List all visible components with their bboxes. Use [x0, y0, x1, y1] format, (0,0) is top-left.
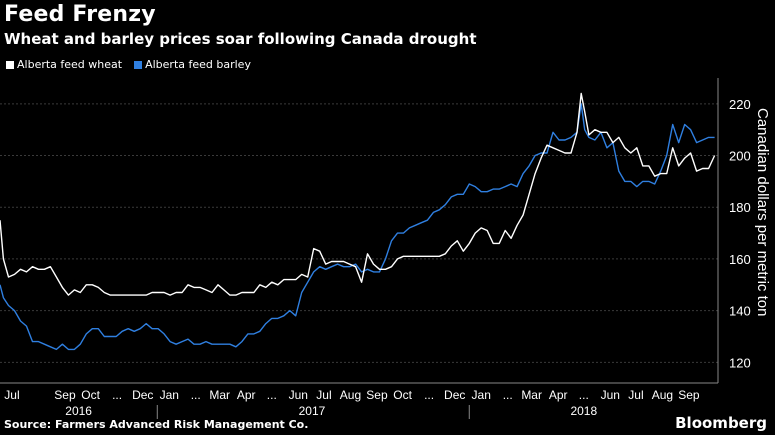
y-axis-label: Canadian dollars per metric ton	[754, 108, 771, 316]
y-tick-label: 180	[729, 200, 751, 215]
chart-subtitle: Wheat and barley prices soar following C…	[4, 30, 477, 48]
legend: Alberta feed wheat Alberta feed barley	[6, 58, 251, 71]
bloomberg-logo: Bloomberg	[675, 414, 767, 432]
x-tick-label: Dec	[444, 388, 465, 402]
legend-swatch-wheat	[6, 60, 14, 69]
x-tick-label: Aug	[340, 388, 361, 402]
x-tick-label: ...	[267, 388, 277, 402]
x-tick-label: Mar	[521, 388, 542, 402]
x-tick-label: Sep	[54, 388, 76, 402]
year-label: 2017	[299, 404, 326, 418]
y-tick-label: 160	[729, 252, 751, 267]
year-label: 2016	[65, 404, 92, 418]
chart-title: Feed Frenzy	[4, 2, 156, 27]
series-line-barley	[0, 103, 715, 351]
legend-item-barley: Alberta feed barley	[134, 58, 251, 71]
y-tick-label: 200	[729, 149, 751, 164]
x-tick-label: Apr	[549, 388, 568, 402]
x-tick-label: Jul	[316, 388, 331, 402]
x-tick-label: Jun	[289, 388, 308, 402]
x-tick-label: Mar	[209, 388, 230, 402]
x-tick-label: Jun	[601, 388, 620, 402]
x-tick-label: Jul	[628, 388, 643, 402]
x-tick-label: ...	[112, 388, 122, 402]
x-tick-label: Oct	[393, 388, 412, 402]
x-tick-label: Apr	[237, 388, 256, 402]
x-tick-label: ...	[503, 388, 513, 402]
x-tick-label: ...	[424, 388, 434, 402]
x-tick-label: ...	[191, 388, 201, 402]
legend-label-barley: Alberta feed barley	[145, 58, 251, 71]
y-tick-label: 220	[729, 97, 751, 112]
y-tick-label: 140	[729, 304, 751, 319]
x-tick-label: ...	[579, 388, 589, 402]
x-tick-label: Jan	[472, 388, 491, 402]
y-tick-label: 120	[729, 355, 751, 370]
x-tick-label: Jan	[160, 388, 179, 402]
x-tick-label: Oct	[81, 388, 100, 402]
legend-swatch-barley	[134, 60, 143, 69]
x-tick-label: Sep	[678, 388, 700, 402]
series-line-wheat	[0, 92, 716, 296]
legend-label-wheat: Alberta feed wheat	[17, 58, 123, 71]
x-tick-label: Jul	[4, 388, 19, 402]
x-tick-label: Aug	[652, 388, 673, 402]
year-label: 2018	[570, 404, 597, 418]
legend-item-wheat: Alberta feed wheat	[6, 58, 122, 71]
x-tick-label: Dec	[132, 388, 153, 402]
x-tick-label: Sep	[366, 388, 388, 402]
source-note: Source: Farmers Advanced Risk Management…	[4, 418, 309, 431]
